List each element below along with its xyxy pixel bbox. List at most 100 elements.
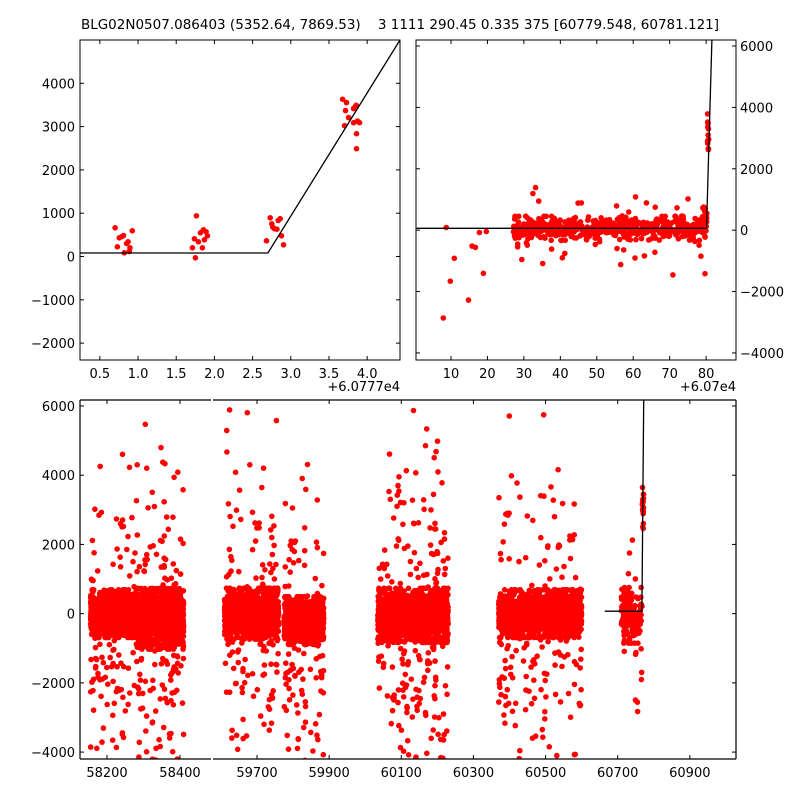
data-point <box>180 487 186 493</box>
data-point <box>226 501 232 507</box>
data-point <box>158 445 164 451</box>
y-tick-label: 4000 <box>740 101 773 116</box>
data-point <box>119 687 125 693</box>
data-point <box>175 654 181 660</box>
x-offset-label: +6.0777e4 <box>327 380 400 395</box>
data-point <box>230 639 236 645</box>
data-point <box>253 626 259 632</box>
x-tick-label: 2.5 <box>242 367 263 382</box>
data-point <box>642 253 648 259</box>
data-point <box>249 608 255 614</box>
data-point <box>103 675 109 681</box>
data-point <box>452 255 458 261</box>
data-point <box>154 594 160 600</box>
data-point <box>171 597 177 603</box>
data-point <box>228 633 234 639</box>
data-point <box>242 611 248 617</box>
data-point <box>134 586 140 592</box>
data-point <box>129 515 135 521</box>
data-point <box>120 452 126 458</box>
data-point <box>101 725 107 731</box>
data-point <box>260 562 266 568</box>
data-point <box>93 645 99 651</box>
data-point <box>114 516 120 522</box>
data-point <box>137 564 143 570</box>
data-point <box>267 215 273 221</box>
data-point <box>95 609 101 615</box>
data-point <box>181 656 187 662</box>
data-point <box>652 250 658 256</box>
x-tick-label: 10 <box>443 367 460 382</box>
data-point <box>256 520 262 526</box>
data-point <box>268 661 274 667</box>
data-point <box>477 230 483 236</box>
data-point <box>171 475 177 481</box>
data-point <box>448 278 454 284</box>
data-point <box>150 490 156 496</box>
data-point <box>274 226 280 232</box>
data-point <box>163 608 169 614</box>
data-point <box>680 234 686 240</box>
data-point <box>549 246 555 252</box>
data-point <box>134 606 140 612</box>
data-point <box>268 527 274 533</box>
data-point <box>127 465 133 471</box>
data-point <box>112 701 118 707</box>
x-tick-label: 20 <box>479 367 496 382</box>
data-point <box>104 665 110 671</box>
data-point <box>114 546 120 552</box>
data-point <box>114 689 120 695</box>
data-point <box>95 568 101 574</box>
data-point <box>161 499 167 505</box>
data-point <box>224 449 230 455</box>
data-point <box>260 615 266 621</box>
data-point <box>158 696 164 702</box>
data-point <box>234 733 240 739</box>
data-point <box>241 596 247 602</box>
data-point <box>144 552 150 558</box>
data-point <box>229 728 235 734</box>
data-point <box>648 236 654 242</box>
data-point <box>150 719 156 725</box>
data-point <box>540 261 546 267</box>
data-point <box>110 562 116 568</box>
data-point <box>110 737 116 743</box>
data-point <box>200 245 206 251</box>
data-point <box>124 547 130 553</box>
data-point <box>122 590 128 596</box>
data-point <box>145 597 151 603</box>
data-point <box>252 636 258 642</box>
data-point <box>193 255 199 261</box>
x-tick-label: 70 <box>661 367 678 382</box>
data-point <box>542 226 548 232</box>
data-point <box>140 623 146 629</box>
data-point <box>441 315 447 321</box>
data-point <box>238 517 244 523</box>
data-point <box>614 246 620 252</box>
data-point <box>89 598 95 604</box>
data-point <box>626 209 632 215</box>
data-point <box>117 599 123 605</box>
data-point <box>90 589 96 595</box>
data-point <box>136 686 142 692</box>
data-point <box>240 666 246 672</box>
data-point <box>110 713 116 719</box>
axes-frame <box>80 40 400 360</box>
data-point <box>156 604 162 610</box>
data-point <box>254 607 260 613</box>
data-point <box>269 535 275 541</box>
data-point <box>112 225 118 231</box>
data-point <box>101 625 107 631</box>
data-point <box>225 609 231 615</box>
data-point <box>234 507 240 513</box>
data-point <box>259 575 265 581</box>
data-point <box>125 239 131 245</box>
data-point <box>174 688 180 694</box>
y-tick-label: 3000 <box>42 121 75 136</box>
data-point <box>253 538 259 544</box>
data-point <box>515 228 521 234</box>
data-point <box>144 749 150 755</box>
data-point <box>233 470 239 476</box>
data-point <box>228 568 234 574</box>
